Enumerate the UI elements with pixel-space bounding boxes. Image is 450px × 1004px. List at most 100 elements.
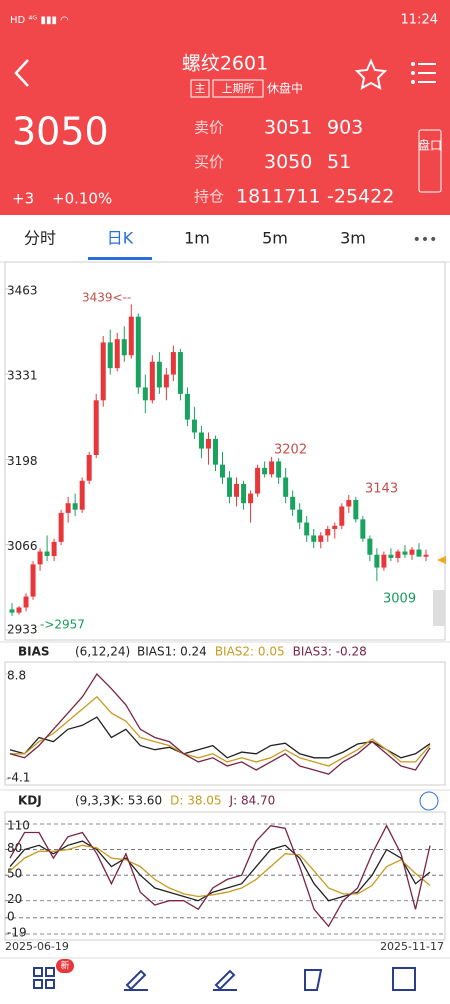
candle-body (290, 496, 296, 510)
quote-value: 3050 (264, 151, 312, 173)
candle-body (409, 549, 415, 555)
candle-body (255, 467, 261, 494)
indicator-line (9, 844, 431, 898)
tab: 3m (340, 229, 366, 248)
indicator-line (9, 824, 431, 928)
candle-body (346, 500, 352, 507)
candle-body (269, 461, 275, 475)
favorite-button[interactable] (354, 58, 388, 90)
candle-body (51, 541, 57, 557)
candle-body (395, 551, 401, 558)
legend-entry: BIAS2: 0.05 (215, 645, 285, 659)
y-tick-label: 0 (7, 909, 15, 923)
last-price: 3050 (12, 110, 109, 154)
tab: 分时 (24, 229, 56, 248)
candle-body (44, 551, 50, 557)
candle-body (128, 316, 134, 356)
indicator-line (10, 695, 431, 767)
candle-body (304, 522, 310, 536)
legend-entry: J: 84.70 (229, 794, 276, 808)
y-tick-label: 80 (7, 841, 22, 855)
menu-button[interactable] (411, 62, 436, 84)
candle-body (184, 393, 190, 420)
annotation: 3143 (365, 482, 398, 497)
title: 螺纹2601 (182, 53, 268, 75)
candle-body (198, 432, 204, 449)
candle-body (9, 609, 15, 613)
panel-params: (6,12,24) (75, 645, 130, 659)
candle-body (72, 503, 78, 510)
quote-value: 1811711 (236, 186, 321, 208)
y-tick-label: -19 (7, 926, 27, 940)
candle-body (283, 477, 289, 497)
indicator-line (9, 840, 431, 902)
tag: 上期所 (222, 82, 255, 95)
panel-title: KDJ (18, 794, 42, 808)
header-bg (0, 0, 450, 215)
quote-label: 买价 (194, 153, 224, 171)
legend-entry: D: 38.05 (170, 794, 221, 808)
candle-body (23, 596, 29, 608)
annotation: 3202 (274, 443, 307, 458)
legend-entry: K: 53.60 (112, 794, 162, 808)
y-tick-label: 3198 (7, 454, 38, 468)
badge (56, 959, 74, 973)
x-label: 2025-06-19 (5, 940, 69, 953)
legend-entry: BIAS3: -0.28 (293, 645, 367, 659)
candle-body (402, 551, 408, 555)
candle-body (367, 538, 373, 555)
y-tick-label: 3463 (7, 284, 38, 298)
expand-button[interactable] (419, 791, 439, 811)
tab: 日K (107, 229, 134, 248)
more-tabs[interactable]: ••• (413, 232, 438, 248)
candle-body (248, 493, 254, 504)
panel-params: (9,3,3) (75, 794, 115, 808)
candle-body (37, 551, 43, 565)
candle-body (191, 419, 197, 433)
quote-value: 3051 (264, 117, 312, 139)
annotation: 3009 (383, 592, 416, 607)
change: +3 (12, 190, 34, 208)
candle-body (353, 500, 359, 520)
candle-body (388, 554, 394, 558)
tab: 1m (184, 229, 210, 248)
y-tick-label: 110 (7, 819, 30, 833)
x-label: 2025-11-17 (380, 940, 444, 953)
side-handle[interactable] (433, 590, 445, 626)
badge-text: 新 (60, 960, 69, 972)
y-tick-label: -4.1 (7, 771, 30, 785)
legend-entry: BIAS1: 0.24 (137, 645, 207, 659)
candle-body (107, 342, 113, 369)
candle-body (121, 339, 127, 356)
candle-body (262, 467, 268, 475)
tag: 主 (195, 82, 206, 95)
candle-body (318, 535, 324, 542)
tag-box (212, 79, 264, 98)
candle-body (416, 549, 422, 557)
price-marker (437, 556, 446, 564)
candle-body (114, 339, 120, 369)
side-button[interactable] (418, 129, 442, 193)
candle-body (93, 400, 99, 455)
quote-label: 卖价 (194, 119, 224, 137)
back-button[interactable] (14, 59, 29, 87)
toolbar-icons[interactable] (33, 967, 416, 991)
annotation: 3439<-- (82, 291, 131, 305)
indicator-line (9, 672, 431, 775)
candle-body (374, 554, 380, 568)
y-tick-label: 3331 (7, 368, 38, 382)
candle-body (227, 477, 233, 497)
candle-body (135, 316, 141, 388)
candle-body (205, 438, 211, 449)
candle-body (339, 506, 345, 526)
quote-value: 51 (327, 151, 351, 173)
candle-body (170, 352, 176, 375)
panel-title: BIAS (18, 645, 50, 659)
indicator-line (9, 716, 431, 759)
trade-status: 休盘中 (267, 81, 303, 96)
y-tick-label: 8.8 (7, 669, 26, 683)
candle-body (100, 342, 106, 401)
candle-body (149, 361, 155, 401)
candle-body (163, 374, 169, 388)
